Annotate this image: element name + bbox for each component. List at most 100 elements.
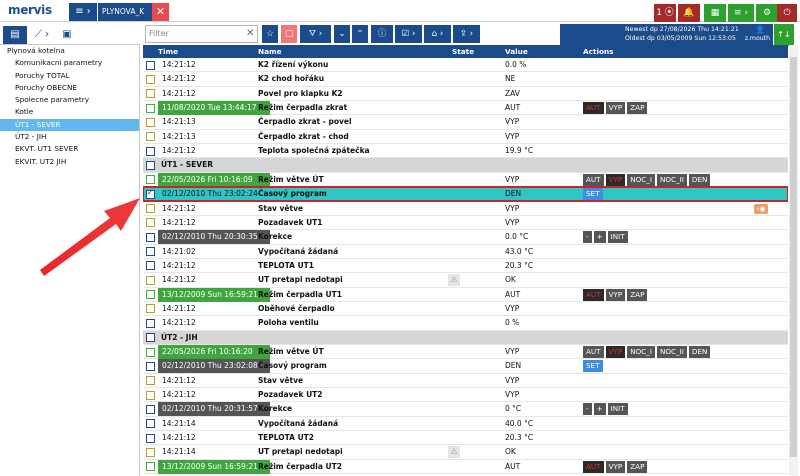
row-checkbox[interactable] <box>146 290 155 300</box>
action-aut-button[interactable]: AUT <box>583 346 604 358</box>
image-view-tab[interactable]: ▣ <box>55 26 79 44</box>
row-checkbox[interactable] <box>146 146 155 156</box>
sidebar-item[interactable]: Spolecne parametry <box>15 95 90 105</box>
table-row[interactable]: 14:21:12 K2 chod hořáku NE <box>143 72 788 87</box>
row-checkbox[interactable] <box>146 318 155 328</box>
clear-filter-icon[interactable]: ✕ <box>246 28 255 39</box>
table-row[interactable]: 13/12/2009 Sun 16:59:21 Režim čerpadla UT… <box>143 459 788 475</box>
section-row[interactable]: ÚT1 - SEVER <box>143 158 788 173</box>
vertical-scrollbar[interactable] <box>789 45 798 476</box>
row-checkbox[interactable] <box>146 60 155 70</box>
expand-button[interactable]: ⌃ <box>352 25 368 43</box>
action-vyp-button[interactable]: VYP <box>605 102 626 115</box>
table-row[interactable]: 02/12/2010 Thu 20:30:35 Korekce 0.0 °C - + IN… <box>143 230 788 245</box>
row-checkbox[interactable] <box>146 204 155 213</box>
table-row[interactable]: 14:21:13 Čerpadlo zkrat - povel VYP <box>143 115 788 130</box>
star-button[interactable]: ☆ <box>262 25 278 43</box>
filter-input[interactable]: Filter <box>145 25 258 43</box>
action-set-button[interactable]: SET <box>583 360 603 373</box>
action-den-button[interactable]: DEN <box>688 173 711 186</box>
table-row[interactable]: 14:21:12 Povel pro klapku K2 ZAV <box>143 86 788 102</box>
user-name[interactable]: z.mouth <box>744 35 770 42</box>
export-button[interactable]: ⇪ › <box>453 25 480 43</box>
row-checkbox[interactable] <box>146 404 155 414</box>
main-menu-button[interactable]: ≡ › <box>69 3 97 21</box>
bell-button[interactable]: 🔔 <box>678 4 700 22</box>
sidebar-item[interactable]: EKVIT. UT2 JIH <box>15 156 67 166</box>
table-row[interactable]: 02/12/2010 Thu 23:02:08 Časový program DEN… <box>143 359 788 374</box>
col-time[interactable]: Time <box>158 47 179 56</box>
action-noc-i-button[interactable]: NOC_I <box>627 346 656 358</box>
close-tab-button[interactable]: ✕ <box>152 3 169 21</box>
table-row[interactable]: 14:21:13 Čerpadlo zkrat - chod VYP <box>143 129 788 145</box>
table-row[interactable]: 13/12/2009 Sun 16:59:21 Režim čerpadla UT… <box>143 287 788 302</box>
row-checkbox[interactable] <box>146 74 155 84</box>
row-checkbox[interactable] <box>146 333 155 343</box>
sidebar-item[interactable]: ÚT2 - JIH <box>15 132 47 142</box>
info-button[interactable]: ⓘ <box>371 25 393 43</box>
col-name[interactable]: Name <box>258 47 282 56</box>
row-checkbox[interactable] <box>146 361 155 371</box>
row-checkbox[interactable] <box>146 275 155 285</box>
action-noc-i-button[interactable]: NOC_I <box>627 173 656 186</box>
row-checkbox[interactable] <box>146 175 155 185</box>
action-init-button[interactable]: INIT <box>607 403 628 416</box>
stop-button[interactable]: □ <box>281 25 297 43</box>
action-vyp-button[interactable]: VYP <box>605 288 626 301</box>
chart-view-tab[interactable]: ⟋ › <box>30 26 54 44</box>
row-checkbox[interactable] <box>146 447 155 457</box>
table-row[interactable]: 14:21:12 Poloha ventilu 0 % <box>143 316 788 331</box>
row-checkbox[interactable] <box>146 103 155 113</box>
sidebar-item[interactable]: Poruchy OBECNE <box>15 82 78 92</box>
action-aut-button[interactable]: AUT <box>583 460 604 473</box>
row-checkbox[interactable] <box>146 218 155 228</box>
row-checkbox[interactable] <box>146 89 155 99</box>
filter-menu-button[interactable]: ⛛ › <box>300 25 331 43</box>
action-zap-button[interactable]: ZAP <box>627 102 648 115</box>
table-row[interactable]: 02/12/2010 Thu 20:31:57 Korekce 0 °C - + INIT <box>143 402 788 417</box>
tree-view-tab[interactable]: ▤ <box>3 26 27 44</box>
table-row[interactable]: 14:21:14 UT pretapi nedotapi ⚠ OK <box>143 445 788 460</box>
collapse-button[interactable]: ⌄ <box>334 25 350 43</box>
sidebar-item[interactable]: EKVT. UT1 SEVER <box>15 144 79 154</box>
table-row[interactable]: 14:21:14 Vypočítaná žádaná 40.0 °C <box>143 416 788 432</box>
table-row[interactable]: 14:21:12 Stav větve VYP <box>143 373 788 389</box>
table-row[interactable]: 14:21:12 TEPLOTA UT1 20.3 °C <box>143 258 788 274</box>
list-button[interactable]: ≡ › <box>728 4 754 22</box>
row-checkbox[interactable] <box>146 160 155 170</box>
tab-plynova[interactable]: PLYNOVA_K <box>98 3 152 21</box>
row-checkbox[interactable] <box>146 247 155 257</box>
row-checkbox[interactable] <box>146 261 155 271</box>
action--button[interactable]: - <box>583 403 592 416</box>
action-zap-button[interactable]: ZAP <box>627 460 648 473</box>
table-row[interactable]: 14:21:12 Pozadavek UT2 VYP <box>143 388 788 403</box>
table-row[interactable]: 14:21:12 UT pretapi nedotapi ⚠ OK <box>143 273 788 288</box>
row-checkbox[interactable] <box>146 188 155 199</box>
action-noc-ii-button[interactable]: NOC_II <box>657 346 687 358</box>
row-checkbox[interactable] <box>146 419 155 429</box>
section-row[interactable]: ÚT2 - JIH <box>143 330 788 345</box>
row-checkbox[interactable] <box>146 376 155 386</box>
action-init-button[interactable]: INIT <box>607 231 628 244</box>
table-row[interactable]: 14:21:12 TEPLOTA UT2 20.3 °C <box>143 431 788 446</box>
row-checkbox[interactable] <box>146 304 155 314</box>
sidebar-item[interactable]: Kotle <box>15 107 34 117</box>
row-checkbox[interactable] <box>146 433 155 443</box>
action-den-button[interactable]: DEN <box>688 346 711 358</box>
table-row[interactable]: 11/08/2020 Tue 13:44:17 Režim čerpadla zk… <box>143 101 788 116</box>
row-checkbox[interactable] <box>146 117 155 127</box>
table-row[interactable]: 14:21:12 Oběhové čerpadlo VYP <box>143 301 788 317</box>
action-aut-button[interactable]: AUT <box>583 102 604 115</box>
table-row[interactable]: 14:21:12 K2 řízení výkonu 0.0 % <box>143 58 788 73</box>
power-button[interactable]: ⏻ <box>777 4 797 22</box>
action-set-button[interactable]: SET <box>583 188 603 201</box>
action-vyp-button[interactable]: VYP <box>605 460 626 473</box>
sidebar-item[interactable]: ÚT1 - SEVER <box>0 118 139 132</box>
sidebar-item[interactable]: Komunikacni parametry <box>15 58 103 68</box>
action-vyp-button[interactable]: VYP <box>605 346 626 358</box>
col-value[interactable]: Value <box>505 47 528 56</box>
row-checkbox[interactable] <box>146 232 155 242</box>
table-row[interactable]: 14:21:12 Stav větve VYP ‹◉ <box>143 201 788 216</box>
action-aut-button[interactable]: AUT <box>583 288 604 301</box>
